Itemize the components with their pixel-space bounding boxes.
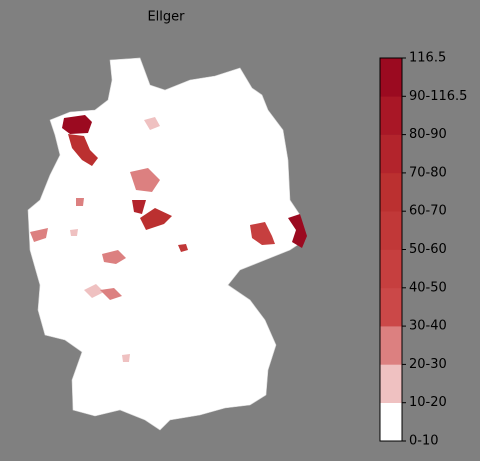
district bbox=[178, 244, 188, 252]
district bbox=[288, 214, 307, 248]
colorbar-band bbox=[380, 364, 402, 403]
colorbar-label: 116.5 bbox=[409, 51, 446, 66]
map-title: Ellger bbox=[147, 10, 185, 25]
colorbar-label: 90-116.5 bbox=[409, 89, 467, 104]
district bbox=[250, 222, 275, 245]
colorbar-band bbox=[380, 211, 402, 250]
colorbar-label: 30-40 bbox=[409, 319, 447, 334]
district bbox=[70, 229, 78, 236]
colorbar-label: 10-20 bbox=[409, 395, 447, 410]
colorbar-label: 70-80 bbox=[409, 165, 447, 180]
district bbox=[132, 200, 146, 214]
district bbox=[144, 117, 160, 130]
colorbar-band bbox=[380, 287, 402, 327]
district bbox=[102, 250, 126, 264]
colorbar-label: 0-10 bbox=[409, 434, 439, 449]
colorbar-band bbox=[380, 172, 402, 212]
colorbar-label: 20-30 bbox=[409, 357, 447, 372]
colorbar-band bbox=[380, 326, 402, 365]
district bbox=[130, 168, 160, 192]
district bbox=[100, 288, 122, 300]
colorbar-label: 60-70 bbox=[409, 204, 447, 219]
colorbar-band bbox=[380, 96, 402, 135]
colorbar-label: 50-60 bbox=[409, 242, 447, 257]
colorbar-band bbox=[380, 58, 402, 97]
district bbox=[122, 354, 130, 362]
country-outline bbox=[27, 57, 306, 431]
colorbar-band bbox=[380, 249, 402, 289]
colorbar-label: 80-90 bbox=[409, 127, 447, 142]
colorbar-band bbox=[380, 402, 402, 442]
district bbox=[62, 115, 92, 134]
district bbox=[140, 208, 172, 230]
colorbar-band bbox=[380, 134, 402, 174]
germany-map bbox=[27, 57, 307, 431]
colorbar: 0-10 10-20 20-30 30-40 40-50 50-60 60-70 70-80 8… bbox=[379, 51, 467, 449]
district bbox=[76, 198, 84, 206]
district bbox=[30, 228, 48, 242]
district bbox=[84, 284, 104, 298]
colorbar-label: 40-50 bbox=[409, 280, 447, 295]
district bbox=[68, 134, 98, 166]
